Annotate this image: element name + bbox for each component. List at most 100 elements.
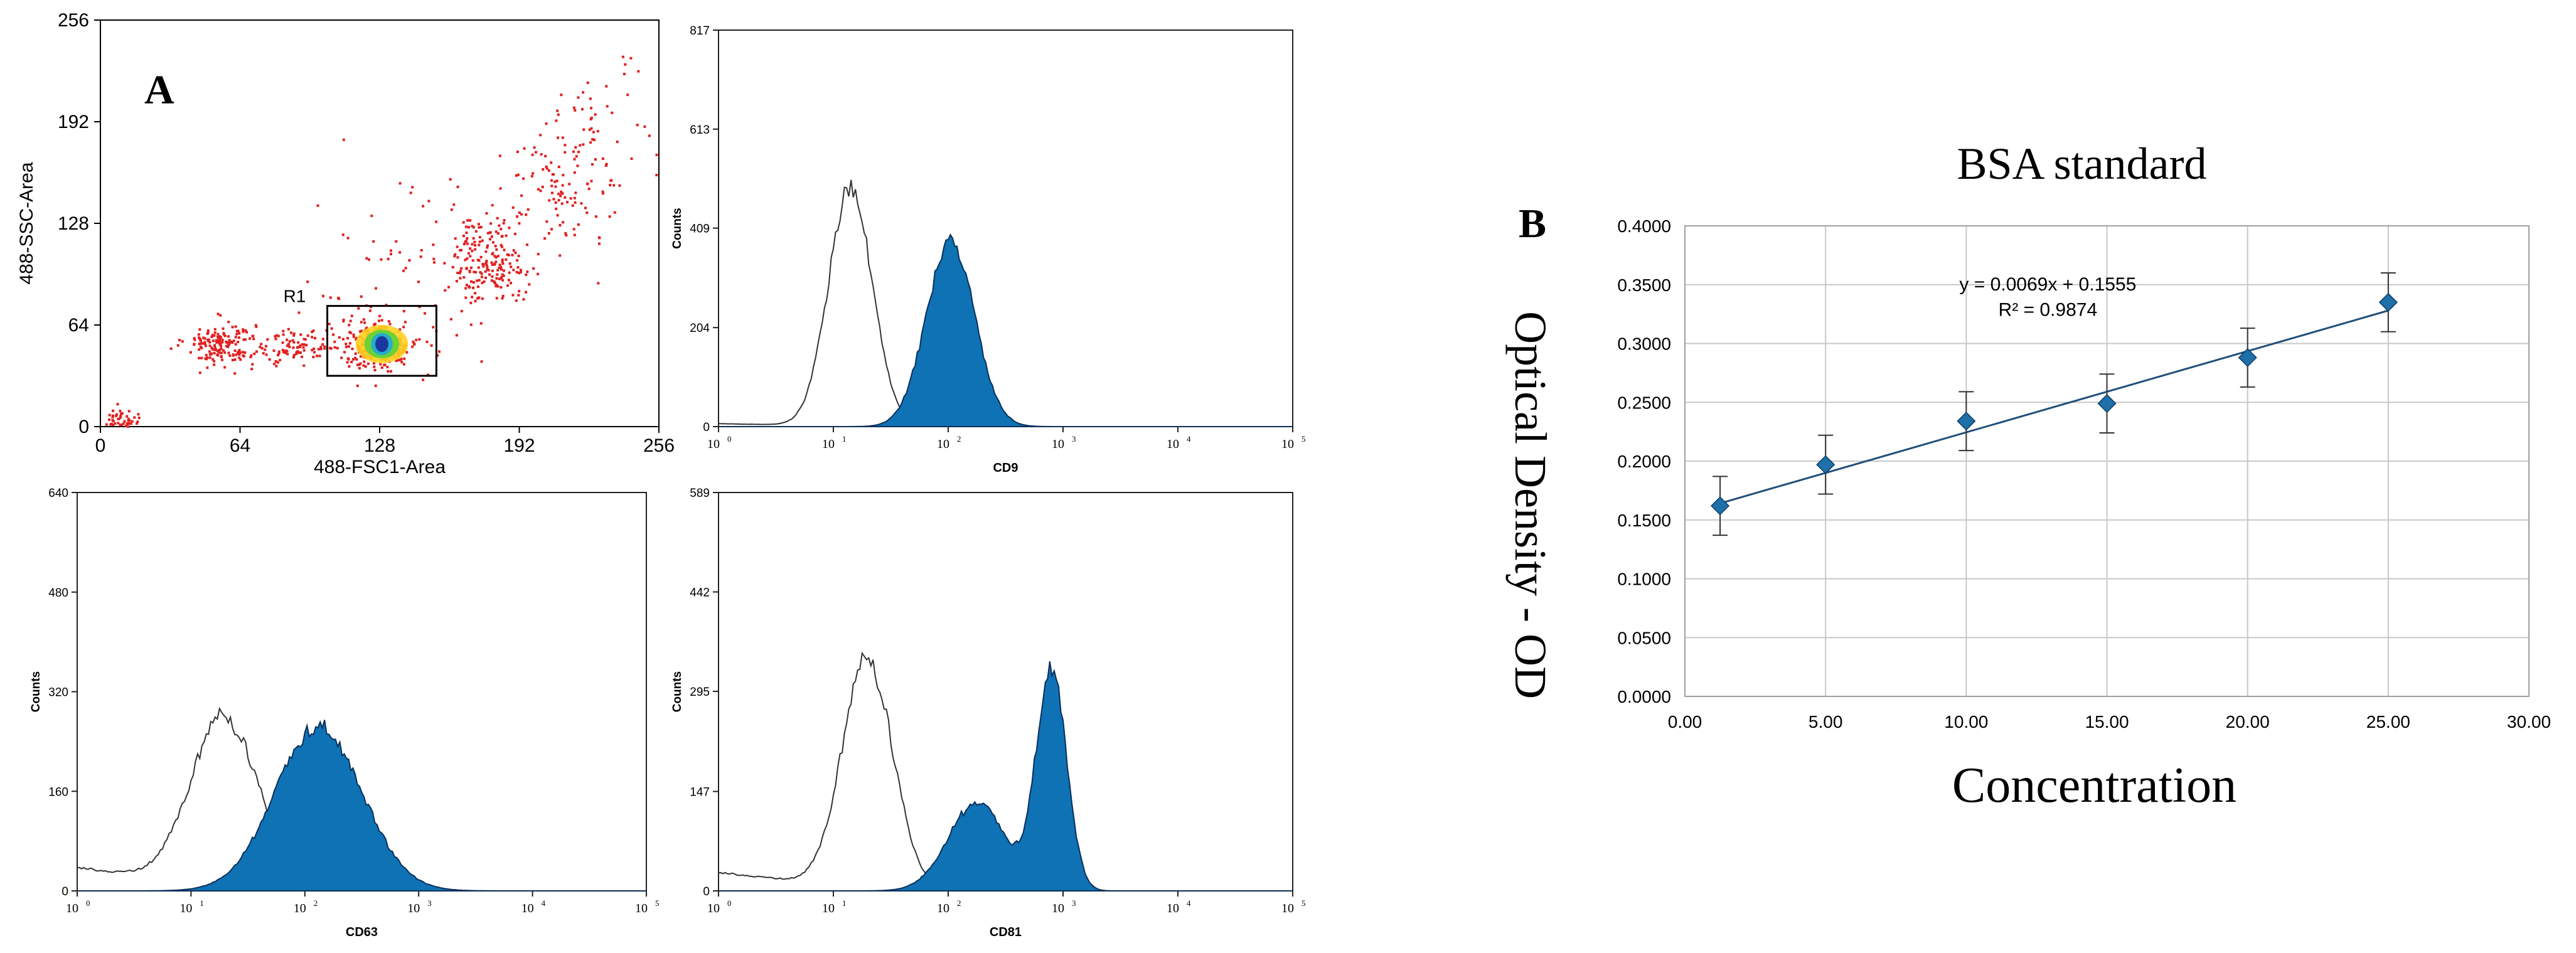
scatter-point	[575, 155, 578, 158]
scatter-point	[370, 215, 373, 218]
scatter-point	[313, 347, 316, 350]
scatter-point	[395, 240, 398, 243]
scatter-point	[198, 371, 201, 375]
scatter-point	[131, 420, 134, 423]
scatter-point	[319, 346, 323, 349]
x-tick-label: 10	[1281, 437, 1294, 451]
scatter-point	[126, 415, 129, 418]
scatter-point	[206, 331, 210, 334]
scatter-point	[265, 353, 268, 356]
scatter-point	[500, 277, 503, 280]
scatter-point	[302, 364, 306, 367]
scatter-point	[580, 202, 583, 205]
scatter-point	[423, 312, 426, 315]
scatter-point	[479, 226, 483, 229]
scatter-point	[508, 226, 511, 230]
scatter-point	[545, 167, 548, 170]
scatter-point	[387, 370, 390, 373]
scatter-point	[545, 165, 548, 168]
scatter-point	[508, 262, 511, 265]
scatter-point	[573, 233, 576, 237]
scatter-point	[127, 422, 130, 425]
y-axis-title: Counts	[671, 671, 684, 712]
scatter-point	[419, 255, 422, 258]
scatter-point	[518, 222, 521, 225]
scatter-point	[550, 179, 553, 182]
y-tick-label: 613	[690, 124, 710, 137]
scatter-point	[582, 91, 585, 94]
scatter-point	[372, 240, 375, 243]
x-tick-label: 10	[294, 902, 306, 915]
scatter-point	[362, 318, 365, 321]
trendline	[1719, 309, 2389, 504]
scatter-point	[358, 366, 361, 370]
scatter-point	[572, 106, 575, 109]
scatter-point	[363, 321, 366, 324]
scatter-point	[474, 248, 477, 251]
scatter-point	[517, 294, 520, 297]
scatter-point	[522, 298, 525, 301]
scatter-point	[250, 354, 253, 357]
scatter-point	[343, 351, 346, 354]
scatter-point	[484, 270, 487, 273]
scatter-point	[565, 234, 568, 237]
scatter-point	[494, 230, 498, 233]
scatter-point	[255, 350, 259, 353]
y-tick-label: 256	[58, 10, 89, 31]
scatter-point	[316, 354, 319, 358]
scatter-point	[610, 179, 613, 182]
scatter-point	[206, 356, 209, 359]
scatter-point	[491, 269, 494, 272]
scatter-point	[579, 144, 582, 147]
scatter-point	[116, 403, 119, 406]
scatter-point	[117, 422, 120, 425]
scatter-point	[460, 267, 463, 270]
scatter-point	[389, 370, 392, 373]
scatter-point	[487, 269, 490, 272]
x-tick-label: 256	[643, 435, 675, 456]
scatter-point	[464, 240, 467, 243]
scatter-point	[505, 258, 508, 261]
scatter-point	[231, 341, 234, 344]
scatter-point	[408, 259, 411, 262]
scatter-point	[519, 270, 522, 274]
scatter-point	[486, 232, 489, 235]
scatter-point	[506, 253, 509, 256]
scatter-point	[473, 270, 476, 274]
scatter-point	[115, 413, 119, 416]
scatter-point	[553, 180, 557, 183]
scatter-point	[501, 245, 504, 248]
scatter-point	[388, 322, 392, 326]
scatter-point	[548, 199, 551, 202]
y-tick-label: 147	[690, 786, 710, 799]
scatter-point	[526, 270, 529, 274]
panels: R1 0 64 128 192 256 0 64 128 192 256 488-FSC1-Area 4…	[16, 10, 2551, 939]
scatter-point	[500, 243, 503, 247]
scatter-point	[608, 215, 611, 218]
scatter-point	[550, 191, 553, 194]
scatter-point	[478, 240, 481, 243]
x-tick-exponent: 2	[957, 434, 961, 444]
scatter-point	[471, 259, 474, 262]
x-tick-label: 10	[1167, 902, 1179, 915]
scatter-point	[213, 344, 216, 347]
scatter-point	[289, 331, 292, 334]
scatter-point	[346, 361, 349, 364]
scatter-point	[572, 228, 575, 231]
scatter-point	[238, 349, 241, 352]
scatter-point	[559, 194, 562, 198]
scatter-point	[380, 366, 383, 370]
scatter-point	[292, 356, 295, 359]
scatter-point	[597, 236, 601, 239]
scatter-point	[249, 356, 252, 359]
scatter-point	[552, 198, 555, 201]
scatter-point	[528, 283, 531, 286]
scatter-point	[328, 322, 331, 326]
scatter-point	[516, 266, 520, 269]
scatter-point	[319, 348, 323, 351]
scatter-point	[458, 272, 461, 275]
scatter-point	[193, 337, 196, 340]
scatter-point	[613, 211, 616, 214]
scatter-point	[589, 141, 592, 144]
